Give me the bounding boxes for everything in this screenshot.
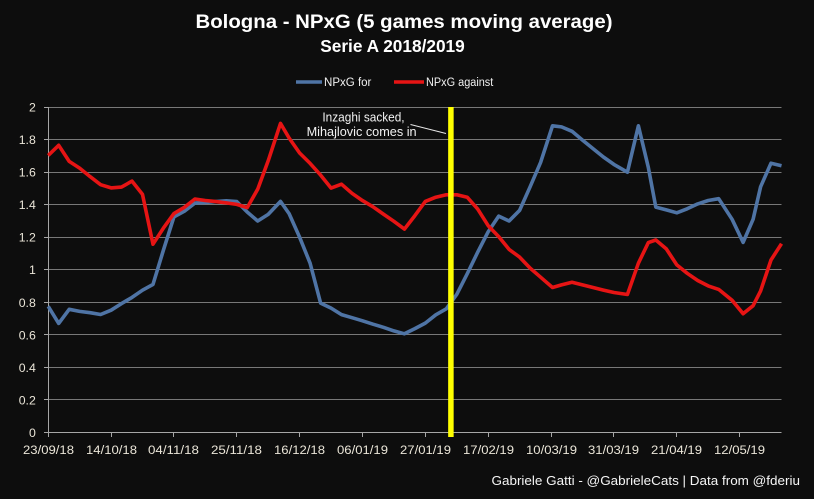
svg-text:Gabriele Gatti - @GabrieleCats: Gabriele Gatti - @GabrieleCats | Data fr… — [492, 473, 801, 488]
svg-text:23/09/18: 23/09/18 — [23, 443, 74, 457]
svg-text:31/03/19: 31/03/19 — [588, 443, 639, 457]
svg-text:2: 2 — [29, 101, 36, 115]
svg-text:Bologna - NPxG (5 games moving: Bologna - NPxG (5 games moving average) — [196, 11, 613, 33]
svg-text:Mihajlovic comes in: Mihajlovic comes in — [307, 125, 417, 139]
svg-text:0.4: 0.4 — [19, 361, 36, 375]
svg-text:14/10/18: 14/10/18 — [86, 443, 137, 457]
svg-text:0.8: 0.8 — [19, 296, 36, 310]
svg-text:06/01/19: 06/01/19 — [337, 443, 388, 457]
svg-text:1.4: 1.4 — [19, 198, 36, 212]
svg-text:27/01/19: 27/01/19 — [400, 443, 451, 457]
svg-text:17/02/19: 17/02/19 — [463, 443, 514, 457]
svg-text:12/05/19: 12/05/19 — [714, 443, 765, 457]
svg-text:Serie A 2018/2019: Serie A 2018/2019 — [320, 36, 465, 56]
svg-text:NPxG for: NPxG for — [324, 77, 372, 89]
svg-text:0: 0 — [29, 426, 36, 440]
svg-text:25/11/18: 25/11/18 — [211, 443, 262, 457]
svg-text:1.8: 1.8 — [19, 133, 36, 147]
svg-text:1.6: 1.6 — [19, 166, 36, 180]
svg-text:04/11/18: 04/11/18 — [148, 443, 199, 457]
svg-text:16/12/18: 16/12/18 — [274, 443, 325, 457]
svg-text:NPxG against: NPxG against — [426, 77, 494, 89]
svg-text:0.6: 0.6 — [19, 328, 36, 342]
svg-text:1: 1 — [29, 263, 36, 277]
svg-text:21/04/19: 21/04/19 — [651, 443, 702, 457]
svg-text:10/03/19: 10/03/19 — [526, 443, 577, 457]
svg-text:0.2: 0.2 — [19, 393, 36, 407]
svg-text:1.2: 1.2 — [19, 231, 36, 245]
svg-text:Inzaghi sacked,: Inzaghi sacked, — [322, 111, 404, 125]
